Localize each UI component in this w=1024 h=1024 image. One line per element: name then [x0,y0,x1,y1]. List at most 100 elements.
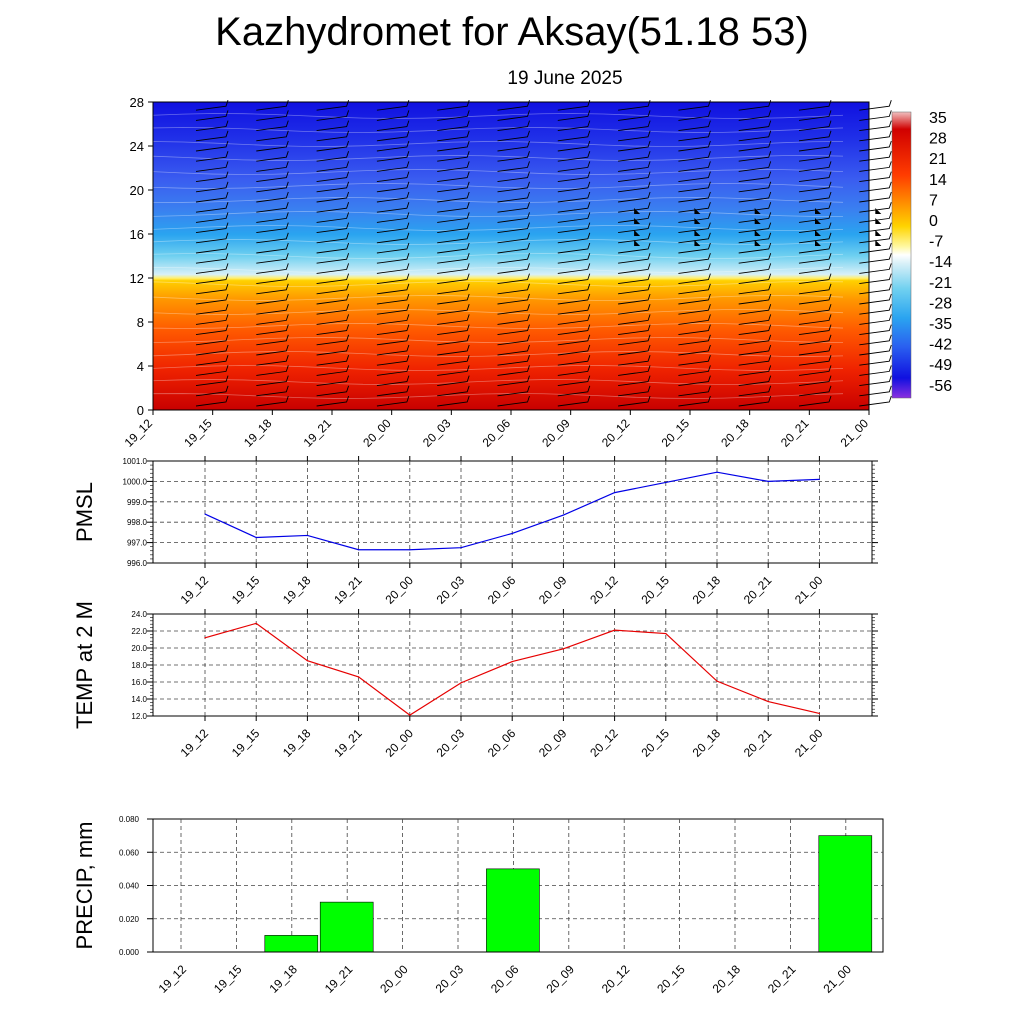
wind-barb [678,304,711,315]
colorbar-label: -56 [929,378,952,395]
wind-barb [497,232,530,244]
data-point [665,481,667,484]
x-tick-label: 20_06 [488,962,522,996]
wind-barb [618,283,651,295]
contour-line [152,267,844,273]
wind-barb [437,283,470,295]
wind-barb [256,283,289,295]
wind-barb [557,293,591,305]
x-tick-label: 21_00 [792,726,826,760]
wind-barb [256,324,289,336]
data-point [409,714,411,716]
wind-barb [738,324,772,336]
y-tick-label: 4 [137,359,144,374]
x-tick-label: 19_12 [122,416,156,450]
precip-bar [818,835,873,953]
wind-barb [256,304,289,315]
pmsl-panel: 996.0 997.0 998.0 999.0 1000.0 1001.0 19_12 19_… [72,456,878,607]
wind-barb [738,344,772,356]
wind-barb [195,314,229,325]
wind-pennant [754,218,761,224]
wind-barb [437,232,470,244]
wind-barb [256,334,289,346]
wind-barb [557,120,591,132]
wind-barb [437,314,470,325]
x-tick-label: 19_21 [331,573,365,607]
wind-barb [195,110,229,121]
y-tick-label: 20.0 [131,644,147,653]
wind-barb [557,273,591,285]
contour-line [152,351,844,357]
contour-line [152,309,844,315]
wind-barb [738,181,772,193]
wind-pennant [754,240,761,246]
precip-bar [264,935,319,953]
wind-barb [376,344,410,356]
wind-barb [437,395,470,407]
wind-barb [557,191,591,203]
wind-barb [798,273,832,285]
wind-barb [376,324,410,336]
wind-barb [316,253,350,264]
x-tick-label: 20_06 [485,573,519,607]
wind-barb [557,130,591,142]
x-tick-label: 19_15 [229,726,263,760]
wind-barb [798,263,832,274]
y-tick-label: 20 [130,183,144,198]
wind-barb [195,130,229,142]
contour-line [152,211,844,217]
wind-barb [437,202,470,213]
y-tick-label: 24 [130,139,144,154]
wind-barb [256,375,289,387]
contour-line [152,323,844,329]
wind-barb [316,293,350,305]
wind-barb [738,273,772,285]
wind-barb [557,242,591,254]
x-tick-label: 20_21 [741,726,775,760]
wind-barb [738,212,772,223]
wind-barb [437,263,470,274]
wind-barb [437,212,470,223]
colorbar-label: 0 [929,213,938,230]
wind-barb [497,293,530,305]
wind-barb [316,385,350,397]
y-tick-label: 998.0 [127,518,148,527]
wind-barb [678,191,711,203]
contour-line [152,183,844,189]
wind-barb [195,222,229,234]
wind-barb [316,375,350,387]
contour-line [152,253,844,259]
wind-barb [497,212,530,223]
wind-barb [195,365,229,376]
wind-barb [678,171,711,183]
y-tick-label: 24.0 [131,610,147,619]
wind-barb [497,375,530,387]
data-point [614,629,616,631]
wind-barb [738,385,772,397]
page-date: 19 June 2025 [507,68,623,89]
data-point [716,471,718,473]
wind-barb [738,120,772,132]
wind-barb [437,293,470,305]
colorbar-label: -42 [929,337,952,354]
wind-barb [678,222,711,234]
x-tick-label: 20_21 [765,962,799,996]
x-tick-label: 19_15 [181,416,215,450]
colorbar-label: -7 [929,234,943,251]
wind-barb [437,344,470,356]
y-tick-label: 1000.0 [123,477,148,486]
wind-barb [437,273,470,285]
wind-barb [316,344,350,356]
wind-barb [618,293,651,305]
wind-barb [195,242,229,254]
wind-barb [256,130,289,142]
wind-barb [798,283,832,295]
wind-barb [497,273,530,285]
wind-barb [618,151,651,162]
wind-pennant [694,240,701,246]
data-point [255,622,257,624]
wind-barb [437,191,470,203]
wind-barb [678,130,711,142]
wind-barb [497,191,530,203]
wind-barb [618,140,651,152]
